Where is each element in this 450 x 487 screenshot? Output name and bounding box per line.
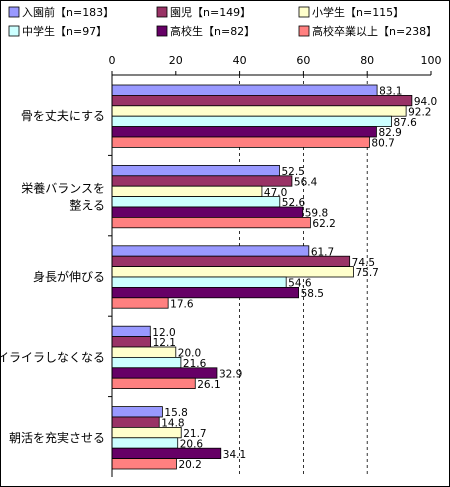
category-label-line: 朝活を充実させる — [9, 430, 105, 445]
value-label: 14.8 — [161, 418, 184, 430]
value-labels: 83.1 94.092.287.682.980.7 52.556.4 47.052.6… — [152, 86, 437, 472]
category-label-line: 身長が伸びる — [33, 269, 105, 284]
bar — [111, 437, 179, 449]
category-label: 骨を丈夫にする — [21, 109, 105, 123]
bar — [111, 185, 263, 197]
bar — [111, 84, 378, 96]
bar — [111, 206, 304, 218]
value-label: 80.7 — [371, 138, 394, 150]
bar — [111, 175, 293, 187]
category-label: 栄養バランスを整える — [21, 181, 105, 213]
x-tick-label: 60 — [296, 54, 310, 67]
x-tick-label: 80 — [360, 54, 374, 67]
legend-label: 高校生【n=82】 — [170, 24, 255, 38]
bar — [111, 95, 413, 107]
value-label: 82.9 — [378, 127, 401, 139]
bar — [111, 164, 280, 177]
category-label-line: イライラしなくなる — [1, 350, 105, 364]
legend-swatch — [156, 6, 168, 18]
bar — [111, 406, 163, 418]
bar — [111, 286, 300, 299]
value-label: 62.2 — [312, 218, 335, 230]
value-label: 83.1 — [379, 86, 402, 98]
value-label: 17.6 — [170, 298, 194, 310]
axes — [108, 74, 431, 477]
legend-swatch — [298, 25, 310, 37]
value-label: 75.7 — [355, 267, 378, 279]
x-tick-label: 100 — [421, 54, 442, 67]
category-label-line: 整える — [69, 198, 105, 213]
value-label: 20.2 — [178, 459, 201, 471]
bar — [111, 216, 311, 229]
bar — [111, 245, 310, 257]
legend-label: 高校卒業以上【n=238】 — [312, 24, 437, 38]
bar — [111, 276, 287, 288]
value-label: 21.6 — [183, 358, 207, 370]
value-label: 32.9 — [219, 368, 242, 380]
bar — [111, 336, 151, 348]
value-label: 59.8 — [305, 208, 328, 220]
value-label: 34.1 — [223, 449, 246, 461]
value-label: 54.6 — [288, 278, 312, 290]
legend-swatch — [298, 6, 310, 18]
bar — [111, 105, 407, 117]
bar — [111, 297, 169, 309]
bar — [111, 266, 354, 278]
value-label: 26.1 — [197, 379, 220, 391]
value-label: 52.5 — [281, 166, 304, 178]
value-label: 15.8 — [164, 407, 187, 419]
legend-swatch — [156, 25, 168, 37]
value-label: 20.6 — [180, 438, 204, 450]
value-label: 87.6 — [393, 117, 417, 129]
value-label: 94.0 — [414, 96, 437, 108]
bars — [111, 84, 413, 470]
bar — [111, 196, 281, 208]
bar — [111, 136, 370, 148]
legend-label: 入園前【n=183】 — [22, 5, 114, 19]
category-label: イライラしなくなる — [1, 350, 105, 364]
value-label: 12.1 — [153, 337, 176, 349]
x-tick-label: 40 — [233, 54, 247, 67]
value-label: 47.0 — [264, 187, 287, 199]
category-label-line: 骨を丈夫にする — [21, 109, 105, 123]
x-axis-ticks: 0 20 40 60 80 100 — [109, 54, 442, 75]
legend-label: 中学生【n=97】 — [22, 24, 107, 38]
legend-swatch — [8, 25, 20, 37]
value-label: 58.5 — [301, 288, 324, 300]
bar — [111, 377, 196, 390]
bar — [111, 447, 222, 460]
bar — [111, 356, 182, 369]
bar — [111, 458, 177, 470]
category-label-line: 栄養バランスを — [21, 181, 105, 196]
value-label: 92.2 — [408, 106, 431, 118]
value-label: 74.5 — [352, 257, 375, 269]
x-tick-label: 0 — [109, 54, 116, 67]
value-label: 52.6 — [282, 197, 306, 209]
legend-label: 小学生【n=115】 — [312, 5, 404, 19]
value-label: 20.0 — [178, 348, 201, 360]
value-label: 56.4 — [294, 176, 318, 188]
bar — [111, 126, 377, 138]
bar — [111, 325, 151, 338]
x-tick-label: 20 — [169, 54, 183, 67]
category-label: 身長が伸びる — [33, 269, 105, 284]
value-label: 61.7 — [311, 246, 334, 258]
legend: 入園前【n=183】 園児【n=149】 小学生【n=115】中学生【n=97】 高校… — [8, 5, 437, 38]
bar — [111, 115, 392, 127]
value-label: 12.0 — [152, 327, 175, 339]
legend-label: 園児【n=149】 — [170, 6, 251, 19]
legend-swatch — [8, 6, 20, 18]
bar — [111, 416, 160, 428]
value-label: 21.7 — [183, 428, 206, 440]
category-label: 朝活を充実させる — [9, 430, 105, 445]
